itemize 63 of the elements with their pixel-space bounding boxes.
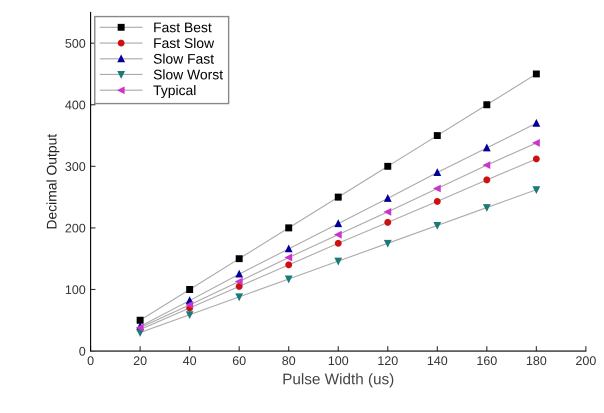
x-tick-label: 120	[378, 356, 398, 366]
point	[236, 255, 243, 262]
x-tick-label: 40	[182, 356, 196, 366]
point	[186, 311, 194, 318]
point	[236, 293, 243, 300]
point	[236, 278, 243, 285]
point	[483, 101, 490, 108]
point	[285, 276, 292, 282]
legend-label: Typical	[153, 85, 196, 98]
point	[186, 301, 194, 308]
legend-label: Slow Fast	[154, 54, 214, 64]
x-tick-label: 180	[526, 356, 546, 366]
point	[434, 132, 441, 140]
point	[434, 222, 441, 229]
x-tick-label: 80	[282, 356, 296, 366]
legend-label: Fast Slow	[154, 38, 214, 48]
x-tick-label: 160	[477, 356, 497, 366]
point	[483, 176, 490, 184]
point	[384, 194, 392, 202]
point	[434, 185, 441, 192]
point	[483, 204, 490, 212]
point	[532, 120, 540, 127]
point	[285, 254, 292, 261]
point	[532, 155, 540, 162]
point	[334, 240, 342, 247]
point	[285, 245, 292, 252]
x-tick-label: 200	[576, 356, 596, 366]
point	[186, 286, 194, 293]
point	[483, 144, 490, 152]
y-tick-label: 200	[66, 224, 86, 233]
point	[384, 240, 392, 247]
point	[384, 218, 392, 226]
x-tick-label: 20	[134, 356, 147, 366]
point	[532, 186, 540, 194]
point	[236, 270, 243, 278]
point	[334, 258, 342, 265]
point	[236, 282, 243, 290]
point	[334, 194, 342, 201]
legend-label: Fast Best	[154, 22, 212, 32]
x-axis-title: Pulse Width (us)	[283, 373, 394, 388]
point	[532, 70, 540, 78]
point	[434, 198, 441, 205]
x-tick-label: 140	[428, 356, 448, 366]
point	[384, 208, 392, 216]
y-tick-label: 100	[66, 285, 86, 294]
x-tick-label: 60	[232, 356, 246, 366]
point	[334, 231, 342, 238]
x-tick-label: 100	[328, 356, 348, 366]
point	[285, 224, 292, 232]
point	[483, 162, 490, 169]
y-tick-label: 500	[65, 38, 86, 48]
point	[434, 169, 441, 176]
y-tick-label: 300	[65, 162, 86, 171]
point	[334, 220, 342, 228]
y-tick-label: 0	[79, 346, 86, 356]
point	[384, 162, 392, 170]
y-axis-title: Decimal Output	[46, 134, 60, 228]
point	[136, 316, 144, 324]
legend-label: Slow Worst	[154, 69, 223, 80]
point	[285, 261, 292, 268]
y-tick-label: 400	[65, 100, 86, 110]
x-tick-label: 0	[88, 356, 94, 366]
point	[532, 139, 540, 146]
